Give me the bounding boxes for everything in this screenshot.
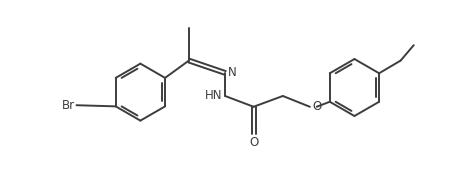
Text: O: O — [249, 136, 258, 149]
Text: Br: Br — [62, 99, 75, 112]
Text: N: N — [227, 66, 236, 79]
Text: O: O — [313, 100, 322, 113]
Text: HN: HN — [205, 89, 223, 102]
